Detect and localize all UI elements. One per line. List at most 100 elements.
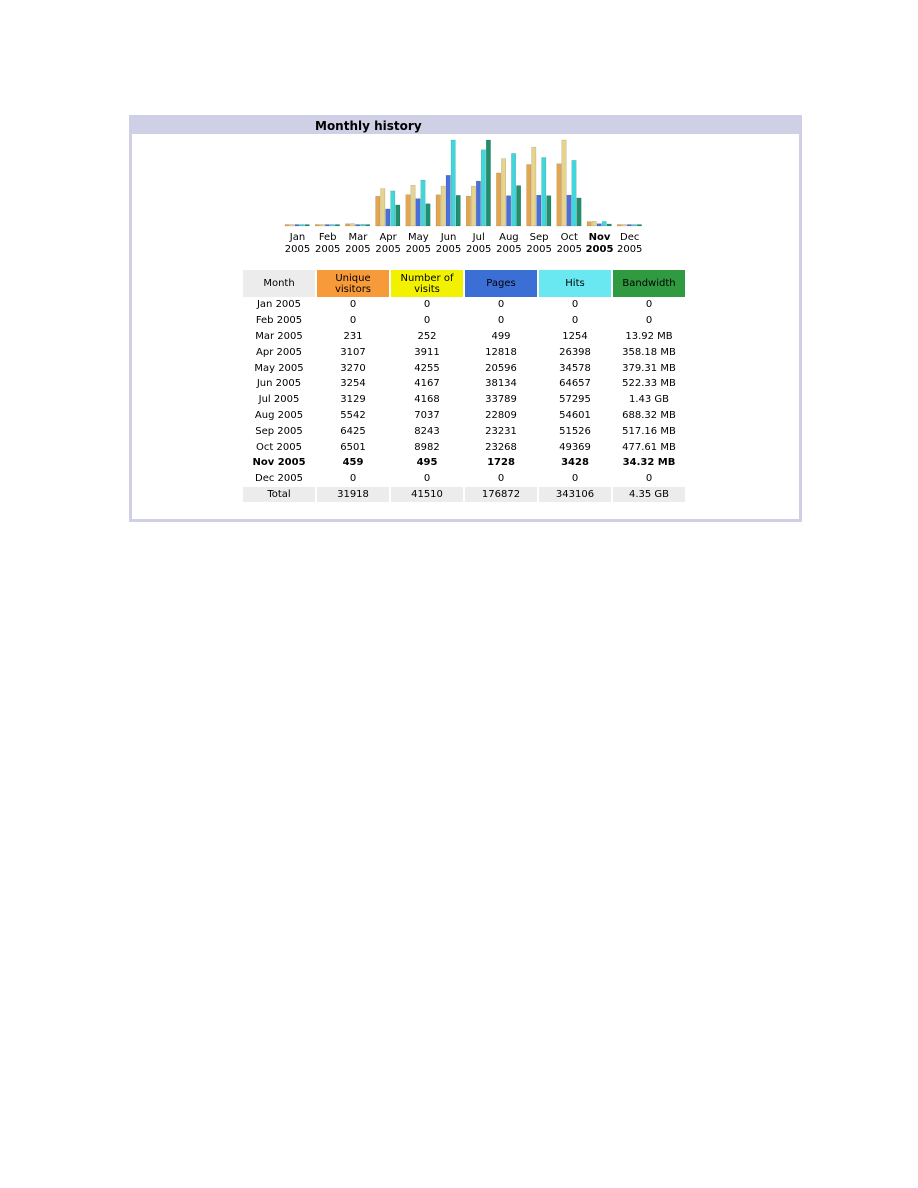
bar-unique-visitors-oct — [556, 163, 562, 227]
value-cell: 6425 — [340, 425, 366, 437]
value-cell: 3270 — [340, 362, 366, 374]
bar-pages-sep — [536, 194, 542, 227]
bar-pages-mar — [355, 224, 360, 227]
value-cell: 3911 — [414, 346, 440, 358]
bar-bandwidth-aug — [516, 185, 522, 227]
bar-number-of-visits-oct — [561, 139, 567, 227]
month-cell: Mar 2005 — [255, 330, 303, 342]
bar-unique-visitors-jun — [435, 194, 441, 227]
x-tick-year-aug: 2005 — [496, 244, 521, 255]
table-row: Jun 2005 3254 4167 38134 64657 522.33 MB — [243, 376, 685, 392]
x-tick-year-apr: 2005 — [375, 244, 400, 255]
x-tick-year-jun: 2005 — [436, 244, 461, 255]
value-cell: 0 — [423, 299, 431, 311]
value-cell: 34.32 MB — [622, 457, 676, 469]
x-tick-year-may: 2005 — [406, 244, 431, 255]
value-cell: 12818 — [485, 346, 517, 358]
header-pages: Pages — [465, 270, 537, 297]
bar-number-of-visits-dec — [622, 224, 627, 227]
bar-hits-nov — [601, 221, 607, 227]
table-row: Mar 2005 231 252 499 1254 13.92 MB — [243, 329, 685, 345]
value-cell: 4167 — [414, 378, 440, 390]
x-tick-year-nov: 2005 — [586, 244, 614, 255]
value-cell: 0 — [497, 473, 505, 485]
value-cell: 64657 — [559, 378, 591, 390]
month-cell: Dec 2005 — [255, 473, 303, 485]
header-unique-visitors: Unique visitors — [317, 270, 389, 297]
bar-unique-visitors-feb — [315, 224, 320, 227]
bar-bandwidth-jun — [455, 195, 461, 227]
bar-number-of-visits-feb — [320, 224, 325, 227]
bar-hits-feb — [330, 224, 335, 227]
bar-unique-visitors-mar — [345, 223, 350, 227]
bar-bandwidth-sep — [546, 195, 552, 227]
bar-number-of-visits-sep — [531, 146, 537, 227]
value-cell: 1254 — [562, 330, 588, 342]
value-cell: 252 — [417, 330, 437, 342]
value-cell: 1.43 GB — [628, 394, 670, 406]
x-tick-year-jul: 2005 — [466, 244, 491, 255]
x-tick-year-feb: 2005 — [315, 244, 340, 255]
value-cell: 0 — [645, 315, 653, 327]
value-cell: 13.92 MB — [625, 330, 673, 342]
table-row: May 2005 3270 4255 20596 34578 379.31 MB — [243, 360, 685, 376]
total-row: Total 31918 41510 176872 343106 4.35 GB — [243, 486, 685, 503]
bar-number-of-visits-apr — [380, 188, 386, 227]
bar-bandwidth-feb — [335, 224, 340, 227]
bar-pages-aug — [506, 195, 511, 227]
bar-unique-visitors-nov — [586, 221, 592, 227]
bar-pages-apr — [385, 208, 391, 227]
value-cell: 49369 — [559, 441, 591, 453]
panel-title-bar: Monthly history — [132, 118, 799, 134]
value-cell: 0 — [571, 299, 579, 311]
bar-pages-feb — [325, 224, 330, 227]
value-cell: 176872 — [465, 486, 537, 503]
value-cell: 20596 — [485, 362, 517, 374]
x-tick-year-dec: 2005 — [617, 244, 642, 255]
bar-number-of-visits-nov — [591, 221, 597, 227]
bar-hits-oct — [571, 160, 577, 227]
value-cell: 231 — [343, 330, 363, 342]
x-tick-month-jan: Jan — [289, 232, 305, 243]
bar-pages-nov — [596, 223, 602, 227]
value-cell: 7037 — [414, 409, 440, 421]
bar-unique-visitors-apr — [375, 196, 381, 227]
table-row: Sep 2005 6425 8243 23231 51526 517.16 MB — [243, 423, 685, 439]
value-cell: 22809 — [485, 409, 517, 421]
value-cell: 33789 — [485, 394, 517, 406]
value-cell: 0 — [645, 473, 653, 485]
header-month: Month — [243, 270, 315, 297]
value-cell: 3129 — [340, 394, 366, 406]
bar-bandwidth-jul — [486, 139, 491, 227]
bar-pages-dec — [627, 224, 632, 227]
bar-number-of-visits-mar — [350, 223, 355, 227]
bar-hits-jul — [481, 149, 486, 227]
bar-unique-visitors-aug — [496, 172, 501, 227]
x-tick-month-oct: Oct — [561, 232, 578, 243]
value-cell: 477.61 MB — [622, 441, 676, 453]
table-row: Aug 2005 5542 7037 22809 54601 688.32 MB — [243, 408, 685, 424]
table-row: Feb 2005 0 0 0 0 0 — [243, 313, 685, 329]
value-cell: 0 — [497, 299, 505, 311]
bar-unique-visitors-may — [405, 194, 411, 227]
table-row: Oct 2005 6501 8982 23268 49369 477.61 MB — [243, 439, 685, 455]
value-cell: 5542 — [340, 409, 366, 421]
x-tick-year-mar: 2005 — [345, 244, 370, 255]
header-hits: Hits — [539, 270, 611, 297]
value-cell: 57295 — [559, 394, 591, 406]
table-row: Apr 2005 3107 3911 12818 26398 358.18 MB — [243, 344, 685, 360]
month-cell: Jul 2005 — [258, 394, 300, 406]
month-cell: Jan 2005 — [256, 299, 302, 311]
bar-number-of-visits-jan — [289, 224, 295, 227]
month-cell: May 2005 — [254, 362, 304, 374]
value-cell: 3428 — [561, 457, 589, 469]
value-cell: 0 — [349, 315, 357, 327]
value-cell: 23231 — [485, 425, 517, 437]
bar-hits-mar — [360, 224, 365, 227]
monthly-stats-table: Month Unique visitors Number of visits Pages H… — [241, 270, 687, 503]
value-cell: 0 — [349, 473, 357, 485]
value-cell: 0 — [349, 299, 357, 311]
table-row: Nov 2005 459 495 1728 3428 34.32 MB — [243, 455, 685, 471]
value-cell: 4168 — [414, 394, 440, 406]
x-tick-month-may: May — [408, 232, 429, 243]
